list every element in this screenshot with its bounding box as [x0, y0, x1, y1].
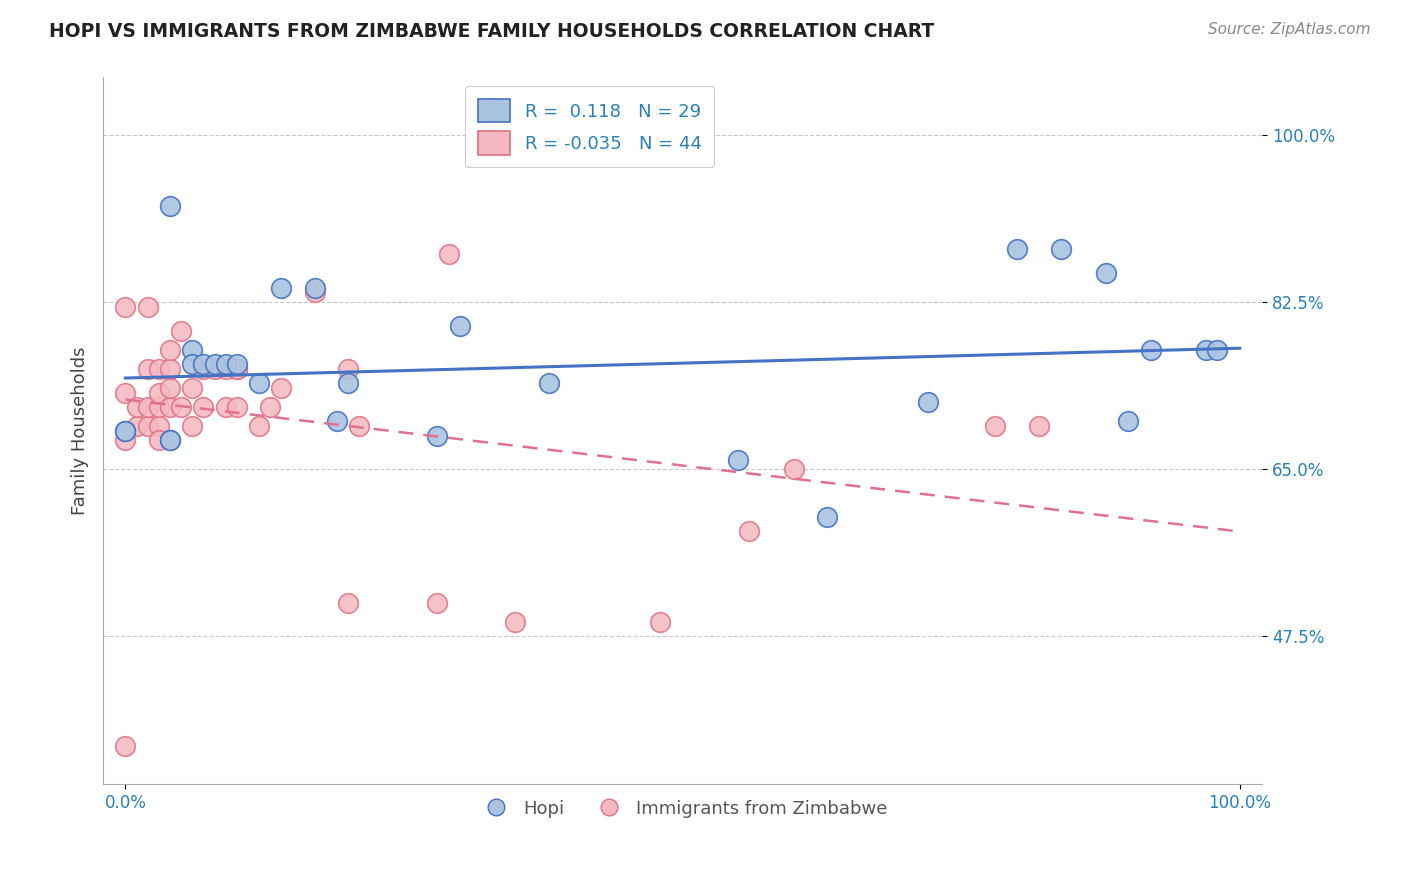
Point: [170, 400, 193, 414]
Point: [159, 434, 181, 448]
Point: [247, 376, 270, 391]
Point: [337, 596, 360, 610]
Point: [125, 419, 148, 434]
Point: [181, 381, 204, 395]
Point: [148, 419, 170, 434]
Point: [1005, 243, 1028, 257]
Point: [159, 381, 181, 395]
Point: [426, 596, 449, 610]
Point: [983, 419, 1005, 434]
Point: [917, 395, 939, 409]
Point: [159, 434, 181, 448]
Point: [727, 452, 749, 467]
Point: [337, 361, 360, 376]
Point: [148, 400, 170, 414]
Point: [193, 361, 215, 376]
Y-axis label: Family Households: Family Households: [72, 347, 89, 516]
Point: [304, 285, 326, 300]
Text: HOPI VS IMMIGRANTS FROM ZIMBABWE FAMILY HOUSEHOLDS CORRELATION CHART: HOPI VS IMMIGRANTS FROM ZIMBABWE FAMILY …: [49, 22, 935, 41]
Point: [537, 376, 560, 391]
Point: [225, 361, 247, 376]
Point: [1195, 343, 1218, 357]
Point: [193, 400, 215, 414]
Point: [738, 524, 761, 539]
Point: [1118, 414, 1140, 428]
Point: [259, 400, 281, 414]
Point: [114, 434, 136, 448]
Point: [650, 615, 672, 629]
Point: [136, 400, 159, 414]
Point: [215, 400, 238, 414]
Legend: Hopi, Immigrants from Zimbabwe: Hopi, Immigrants from Zimbabwe: [471, 792, 894, 825]
Point: [437, 247, 460, 261]
Point: [225, 357, 247, 371]
Point: [125, 400, 148, 414]
Point: [114, 385, 136, 400]
Point: [1095, 266, 1118, 280]
Point: [1139, 343, 1161, 357]
Text: Source: ZipAtlas.com: Source: ZipAtlas.com: [1208, 22, 1371, 37]
Point: [270, 381, 292, 395]
Point: [136, 419, 159, 434]
Point: [1206, 343, 1229, 357]
Point: [181, 419, 204, 434]
Point: [215, 357, 238, 371]
Point: [159, 400, 181, 414]
Point: [181, 357, 204, 371]
Point: [304, 280, 326, 294]
Point: [114, 424, 136, 438]
Point: [136, 361, 159, 376]
Point: [247, 419, 270, 434]
Point: [136, 300, 159, 314]
Point: [225, 400, 247, 414]
Point: [270, 280, 292, 294]
Point: [148, 434, 170, 448]
Point: [215, 361, 238, 376]
Point: [225, 361, 247, 376]
Point: [349, 419, 371, 434]
Point: [783, 462, 806, 476]
Point: [170, 324, 193, 338]
Point: [181, 343, 204, 357]
Point: [204, 357, 226, 371]
Point: [159, 361, 181, 376]
Point: [114, 739, 136, 754]
Point: [337, 376, 360, 391]
Point: [159, 199, 181, 213]
Point: [114, 424, 136, 438]
Point: [326, 414, 349, 428]
Point: [426, 428, 449, 442]
Point: [148, 385, 170, 400]
Point: [193, 357, 215, 371]
Point: [817, 510, 839, 524]
Point: [204, 361, 226, 376]
Point: [505, 615, 527, 629]
Point: [114, 300, 136, 314]
Point: [1028, 419, 1050, 434]
Point: [148, 361, 170, 376]
Point: [1050, 243, 1073, 257]
Point: [159, 343, 181, 357]
Point: [449, 318, 471, 333]
